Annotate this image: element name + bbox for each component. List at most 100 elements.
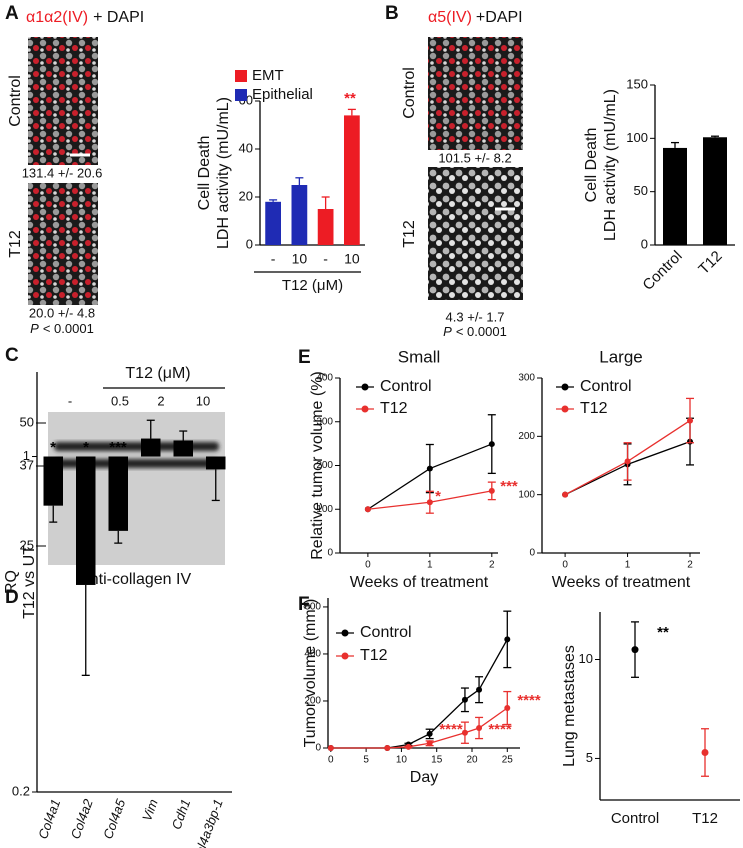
y-axis-label: LDH activity (mU/mL) xyxy=(602,89,619,241)
panel-label: E xyxy=(298,347,311,368)
x-tick-label: 10 xyxy=(292,251,308,267)
bar xyxy=(703,137,727,245)
legend-label: EMT xyxy=(252,67,284,84)
y-tick-label: 40 xyxy=(239,140,253,155)
panel-label: A xyxy=(5,3,19,24)
series-line xyxy=(330,639,508,749)
x-tick-label: 10 xyxy=(344,251,360,267)
y-tick-label: 100 xyxy=(518,489,535,500)
point xyxy=(461,729,468,736)
y-tick-label: 100 xyxy=(626,130,648,145)
y-axis-label: Lung metastases xyxy=(561,645,578,767)
significance: **** xyxy=(517,692,541,709)
panel-labels: A B C D E F xyxy=(5,3,399,615)
point xyxy=(476,686,483,693)
y-tick-label: 150 xyxy=(626,76,648,91)
p-symbol: P xyxy=(443,324,452,339)
bar xyxy=(141,438,161,457)
stain: α1α2(IV) xyxy=(26,9,88,26)
x-tick-label: 0 xyxy=(365,560,371,571)
significance: *** xyxy=(500,478,518,495)
x-tick-label: T12 xyxy=(695,248,725,278)
row-label: Control xyxy=(401,67,418,119)
point xyxy=(426,465,433,472)
point xyxy=(687,417,694,424)
x-tick-label: Vim xyxy=(139,797,161,823)
micrograph xyxy=(428,37,523,150)
point xyxy=(327,745,334,751)
x-tick-label: 15 xyxy=(431,755,443,766)
blot xyxy=(48,412,225,565)
mw-marker: 37 xyxy=(20,457,34,472)
y-tick-label: 100 xyxy=(316,504,333,515)
point xyxy=(504,636,511,643)
x-tick-label: 0 xyxy=(328,755,334,766)
point xyxy=(405,743,412,750)
bar xyxy=(206,456,226,470)
legend-marker xyxy=(561,383,569,391)
bar xyxy=(291,185,308,245)
y-tick-label: 0.2 xyxy=(12,783,30,798)
x-axis-label: Weeks of treatment xyxy=(350,574,489,591)
point xyxy=(426,499,433,506)
legend-label: T12 xyxy=(360,647,388,664)
counterstain: + DAPI xyxy=(93,9,144,26)
x-tick-label: 5 xyxy=(363,755,369,766)
x-tick-label: 2 xyxy=(489,560,495,571)
legend-swatch xyxy=(235,70,247,82)
y-tick-label: 1 xyxy=(23,448,30,463)
legend-marker xyxy=(361,383,369,391)
chart-title: Large xyxy=(599,347,642,366)
x-axis-label: Weeks of treatment xyxy=(552,574,691,591)
lane-label: 0.5 xyxy=(111,393,129,408)
stain: α5(IV) xyxy=(428,9,472,26)
significance: *** xyxy=(109,439,127,456)
legend-label: Control xyxy=(580,378,632,395)
y-tick-label: 400 xyxy=(316,373,333,384)
x-tick-label: - xyxy=(323,251,328,267)
stain-title: α5(IV) +DAPI xyxy=(428,9,523,26)
significance: ** xyxy=(344,90,356,107)
panel-b-images: α5(IV) +DAPI Control 101.5 +/- 8.2 T12 4.… xyxy=(401,9,523,339)
lane-label: 2 xyxy=(157,393,164,408)
point xyxy=(426,730,433,737)
p-text: < 0.0001 xyxy=(456,324,507,339)
panel-label: D xyxy=(5,587,19,608)
stat: 20.0 +/- 4.8 xyxy=(29,305,95,320)
row-label: T12 xyxy=(7,230,24,258)
point xyxy=(631,646,639,654)
bar xyxy=(43,456,63,506)
legend-swatch xyxy=(235,89,247,101)
y-tick-label: 50 xyxy=(634,183,648,198)
point xyxy=(562,491,569,498)
y-tick-label: 0 xyxy=(641,236,648,251)
stat: 131.4 +/- 20.6 xyxy=(22,165,103,180)
x-tick-label: 20 xyxy=(466,755,478,766)
point xyxy=(488,441,495,448)
x-tick-label: 2 xyxy=(687,560,693,571)
point xyxy=(476,725,483,732)
row-label: T12 xyxy=(401,220,418,248)
legend-marker xyxy=(561,405,569,413)
mw-marker: 50 xyxy=(20,414,34,429)
panel-label: B xyxy=(385,3,399,24)
y-axis-label: Tumor volume (mm³) xyxy=(302,599,319,748)
bar xyxy=(265,201,281,245)
x-tick-label: T12 xyxy=(692,810,718,827)
stain-title: α1α2(IV) + DAPI xyxy=(26,9,144,26)
y-tick-label: 0 xyxy=(246,236,253,251)
micrograph xyxy=(428,167,523,300)
antibody-label: anti-collagen IV xyxy=(81,571,192,588)
bar xyxy=(108,456,128,531)
legend-label: T12 xyxy=(380,400,408,417)
bar xyxy=(317,209,334,245)
panel-label: C xyxy=(5,345,19,366)
micrograph xyxy=(28,183,98,305)
p-value: P < 0.0001 xyxy=(443,324,507,339)
x-tick-label: Cdh1 xyxy=(169,797,194,831)
bar xyxy=(173,440,193,457)
x-axis-label: T12 (μM) xyxy=(282,277,343,294)
y-tick-label: 600 xyxy=(304,602,321,613)
chart-title: Small xyxy=(398,347,441,366)
